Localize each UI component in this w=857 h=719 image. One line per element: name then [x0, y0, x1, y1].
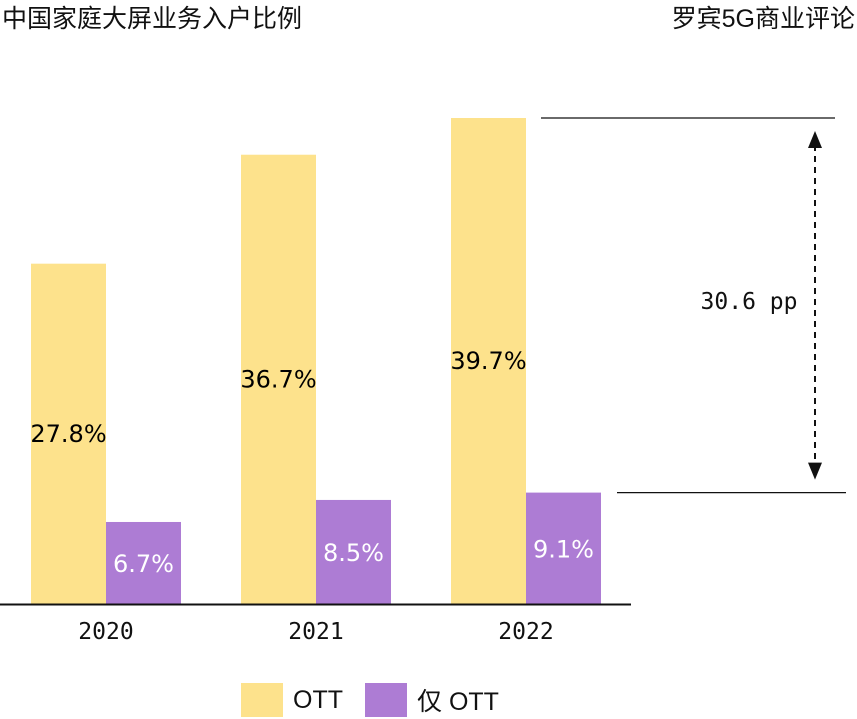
arrow-up-head — [808, 131, 822, 148]
bar-ott-only-2020 — [106, 521, 181, 604]
legend-item-ott: OTT — [241, 683, 343, 717]
data-label-ott-2022: 39.7% — [450, 347, 526, 375]
data-label-ott-only-2020: 6.7% — [113, 550, 174, 578]
chart-title: 中国家庭大屏业务入户比例 — [2, 5, 303, 33]
bar-ott-only-2021 — [316, 499, 391, 604]
legend-swatch-ott — [241, 683, 283, 717]
bar-ott-2022 — [451, 118, 526, 604]
legend-label-ott-only: 仅 OTT — [417, 688, 499, 716]
data-label-ott-2021: 36.7% — [240, 365, 316, 393]
x-tick-2020: 2020 — [78, 619, 133, 645]
data-label-ott-only-2021: 8.5% — [323, 539, 384, 567]
bar-chart: 27.8% 6.7% 2020 36.7% 8.5% 2021 39.7% 9.1% 2022 3… — [0, 117, 846, 645]
legend-item-ott-only: 仅 OTT — [365, 682, 499, 718]
bar-ott-only-2022 — [526, 492, 601, 604]
legend-label-ott: OTT — [293, 685, 343, 714]
difference-annotation: 30.6 pp — [701, 289, 798, 315]
legend: OTT 仅 OTT — [241, 683, 521, 717]
x-tick-2022: 2022 — [498, 619, 553, 645]
arrow-down-head — [808, 462, 822, 480]
data-label-ott-2020: 27.8% — [30, 420, 106, 448]
bar-ott-2021 — [241, 154, 316, 604]
legend-swatch-ott-only — [365, 683, 407, 717]
data-label-ott-only-2022: 9.1% — [533, 535, 594, 563]
bar-ott-2020 — [31, 263, 106, 604]
brand-label: 罗宾5G商业评论 — [671, 5, 855, 33]
x-tick-2021: 2021 — [288, 619, 343, 645]
